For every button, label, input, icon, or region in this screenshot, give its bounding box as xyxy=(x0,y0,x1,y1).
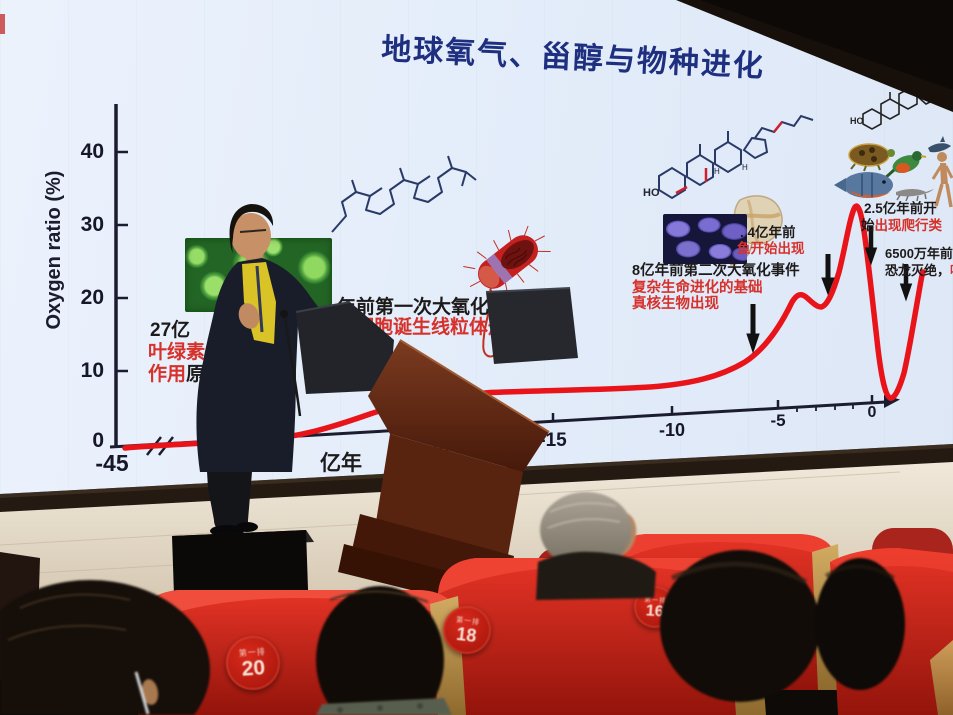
ceiling-wedge-dark xyxy=(700,0,953,90)
presenter-shoe xyxy=(236,522,258,532)
salamander-drawing xyxy=(896,189,934,202)
annotation-chlorophyll-line3-red: 作用 xyxy=(148,364,187,385)
annotation-goe-line1: 年前第一次大氧化事件 xyxy=(337,297,528,318)
screen-artifact xyxy=(0,14,5,34)
event-arrowhead-4 xyxy=(899,283,913,302)
bird-drawing xyxy=(882,151,927,181)
event-arrows xyxy=(746,226,913,354)
annotation-dino-line2-black: 恐龙灭绝， xyxy=(885,263,951,278)
audience-head-gray xyxy=(536,492,656,600)
event-arrowhead-2 xyxy=(821,277,835,296)
seat-right-trim xyxy=(930,640,953,715)
cholesterol-ho-label: HO xyxy=(850,116,864,126)
audience-head-boy xyxy=(316,586,452,715)
turtle-drawing xyxy=(848,143,895,172)
x-tick-0: 0 xyxy=(867,404,877,421)
event-arrowhead-1 xyxy=(746,333,760,354)
sterol-red-bonds xyxy=(675,121,783,195)
annotation-reptile-line2-red: 出现爬行类 xyxy=(874,218,943,233)
annotation-reptile-line1: 2.5亿年前开 xyxy=(864,201,937,216)
annotation-dino-line2: 恐龙灭绝，哺 xyxy=(885,263,953,279)
laptop xyxy=(296,302,394,394)
podium xyxy=(338,339,550,616)
y-tick-20: 20 xyxy=(80,286,104,309)
annotation-chlorophyll-line2: 叶绿素 xyxy=(148,342,206,363)
dolphin-drawing xyxy=(928,136,951,153)
laptop-lid-edge xyxy=(295,301,351,313)
annotation-fish-line1: . 4亿年前 xyxy=(740,225,796,240)
x-axis-minor-ticks xyxy=(796,403,854,412)
bacterium-illustration xyxy=(463,225,551,358)
podium-top-board xyxy=(368,340,549,472)
annotation-noe-line1: 8亿年前第二次大氧化事件 xyxy=(632,263,800,279)
podium-monitor xyxy=(486,288,578,364)
presenter-hand xyxy=(238,303,260,329)
annotation-fish-line2: 鱼开始出现 xyxy=(737,241,805,256)
y-tick-40: 40 xyxy=(80,140,104,163)
x-tick--10: -10 xyxy=(658,420,685,440)
podium-top-edge xyxy=(399,339,550,433)
audience-boy-collar xyxy=(316,698,452,715)
audience-left-ear xyxy=(141,679,159,705)
animals-group xyxy=(834,136,953,208)
annotation-noe-line3: 真核生物出现 xyxy=(632,296,719,312)
microphone-head xyxy=(280,310,288,318)
x-tick--5: -5 xyxy=(770,411,786,430)
presenter-lanyard xyxy=(255,265,264,333)
presenter-hair xyxy=(229,204,274,254)
sterol-ho-label: HO xyxy=(643,187,660,199)
annotation-reptile-line2-black: 始 xyxy=(861,218,875,233)
audience-left-glasses-temple xyxy=(134,671,150,715)
annotation-goe-line2: 细胞诞生线粒体形成 xyxy=(355,317,527,338)
annotation-noe-line2: 复杂生命进化的基础 xyxy=(632,280,763,296)
molecule-sterol: HO H H xyxy=(643,114,814,200)
podium-monitor-edge xyxy=(485,287,571,293)
bacterium-cap xyxy=(478,265,500,288)
bacterium-band xyxy=(486,253,513,284)
y-tick-30: 30 xyxy=(80,213,104,236)
sterol-h-label: H xyxy=(742,163,748,172)
y-axis-ticks xyxy=(116,150,128,373)
audience-head-center-right xyxy=(660,550,820,702)
human-figure-drawing xyxy=(931,152,953,208)
y-tick-10: 10 xyxy=(80,359,104,382)
annotation-dino-line2-red: 哺 xyxy=(950,263,953,278)
annotation-chlorophyll-line1: 27亿 xyxy=(150,320,191,341)
audience-gray-shoulders xyxy=(536,551,656,600)
presenter-glasses xyxy=(239,229,267,233)
podium-microphone xyxy=(280,310,302,417)
molecule-squalene xyxy=(331,155,477,233)
y-tick-0: 0 xyxy=(92,429,104,452)
x-tick--45: -45 xyxy=(95,450,129,476)
audience-head-left xyxy=(0,580,210,715)
sterol-h-label: H xyxy=(714,167,720,176)
x-axis-unit: 亿年 xyxy=(320,452,362,475)
bacterium-dna xyxy=(504,247,528,267)
event-arrowhead-3 xyxy=(864,247,878,266)
audience-head-right xyxy=(815,558,905,690)
presenter-face xyxy=(231,213,271,259)
purple-cells-photo xyxy=(663,214,747,264)
annotation-reptile-line2: 始出现爬行类 xyxy=(861,218,942,234)
annotation-dino-line1: 6500万年前， xyxy=(885,246,953,261)
fish-drawing xyxy=(834,172,893,198)
